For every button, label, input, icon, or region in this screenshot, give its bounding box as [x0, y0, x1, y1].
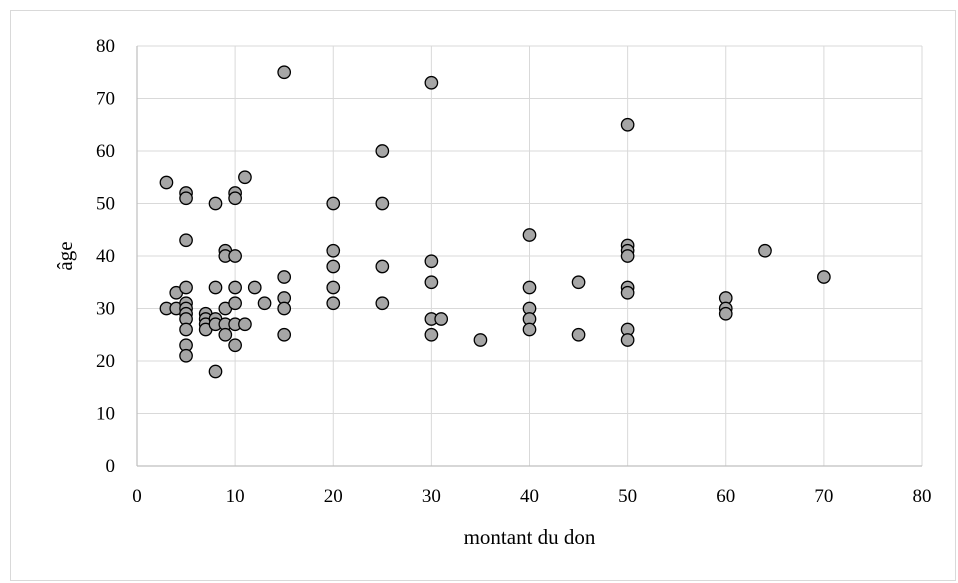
data-point [277, 327, 292, 342]
data-point [208, 364, 223, 379]
data-point [620, 117, 635, 132]
axes [136, 46, 922, 467]
x-tick-label: 40 [520, 486, 539, 507]
data-point [718, 306, 733, 321]
x-tick-label: 10 [226, 486, 245, 507]
data-point [228, 296, 242, 311]
y-tick-label: 0 [106, 456, 116, 477]
data-point [620, 249, 635, 263]
data-point [758, 243, 772, 258]
data-point [179, 348, 193, 363]
x-tick-label: 0 [132, 486, 142, 507]
y-axis-ticks: 0 10 20 30 40 50 60 70 80 [96, 36, 115, 477]
data-point [208, 196, 223, 211]
data-point [326, 259, 341, 274]
y-tick-label: 40 [96, 246, 115, 267]
data-point [571, 327, 586, 342]
data-point [424, 254, 439, 269]
data-point [218, 327, 233, 342]
x-tick-label: 70 [814, 486, 833, 507]
data-point [238, 317, 252, 332]
x-axis-ticks: 0 10 20 30 40 50 60 70 80 [132, 486, 931, 507]
data-point [375, 259, 390, 274]
data-point [375, 144, 390, 158]
y-tick-label: 60 [96, 141, 115, 162]
data-point [179, 191, 193, 206]
data-point [522, 228, 537, 242]
y-tick-label: 20 [96, 351, 115, 372]
data-point [179, 280, 193, 295]
x-tick-label: 20 [324, 486, 343, 507]
y-tick-label: 80 [96, 36, 115, 57]
x-tick-label: 60 [716, 486, 735, 507]
data-point [277, 65, 292, 80]
data-point [620, 333, 635, 347]
data-point [179, 233, 193, 248]
data-point [326, 196, 341, 211]
data-point [326, 243, 341, 258]
data-point [522, 280, 537, 295]
y-tick-label: 10 [96, 404, 115, 425]
data-point [277, 301, 292, 316]
data-point [228, 191, 242, 206]
data-point [473, 333, 488, 347]
data-point [228, 280, 242, 295]
gridlines [137, 45, 923, 466]
y-tick-label: 30 [96, 299, 115, 320]
data-point [257, 296, 272, 311]
data-point [434, 312, 449, 326]
data-point [159, 175, 174, 190]
data-point [620, 285, 635, 300]
data-point [208, 280, 223, 295]
data-point [179, 322, 193, 337]
x-tick-label: 50 [618, 486, 637, 507]
data-point [326, 296, 341, 311]
x-axis-title: montant du don [464, 525, 596, 549]
data-point [228, 249, 242, 263]
data-point [424, 275, 439, 290]
data-point [247, 280, 262, 295]
data-point [571, 275, 586, 290]
y-axis-title: âge [53, 241, 77, 270]
y-tick-label: 50 [96, 194, 115, 215]
chart-area [10, 10, 956, 581]
data-point [424, 75, 439, 90]
data-point [277, 270, 292, 284]
data-point [522, 322, 537, 337]
data-point [326, 280, 341, 295]
data-point [424, 327, 439, 342]
x-tick-label: 30 [422, 486, 441, 507]
data-point [375, 296, 390, 311]
data-point [238, 170, 252, 185]
x-tick-label: 80 [913, 486, 932, 507]
data-point [817, 270, 831, 284]
data-points [159, 65, 831, 379]
y-tick-label: 70 [96, 89, 115, 110]
data-point [375, 196, 390, 211]
data-point [228, 338, 242, 353]
